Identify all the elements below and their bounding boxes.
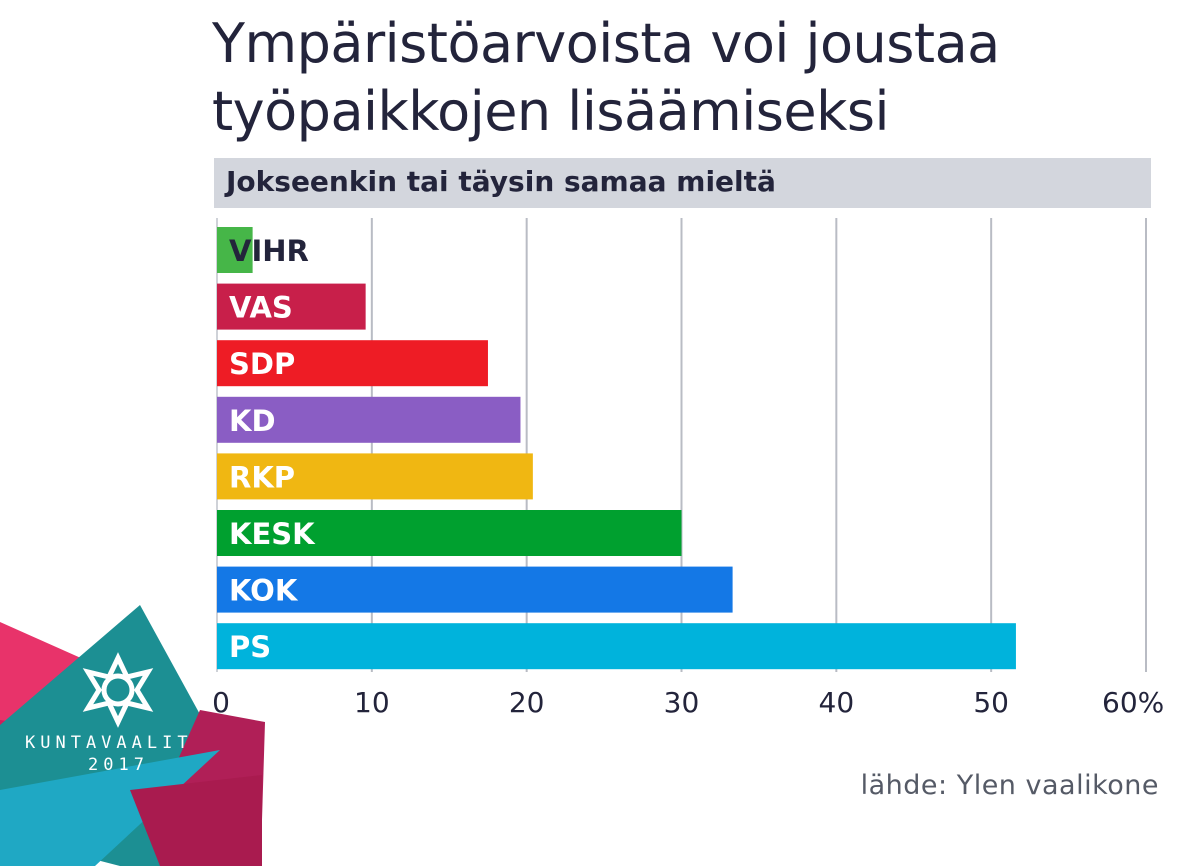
bar-label-kok: KOK: [229, 574, 299, 608]
bar-kok: [217, 566, 733, 613]
bar-sdp: [217, 340, 488, 387]
bar-label-vas: VAS: [229, 291, 293, 325]
bar-label-kesk: KESK: [229, 517, 316, 551]
logo-text-kuntavaalit: KUNTAVAALIT: [25, 733, 193, 753]
bar-vihr: [217, 227, 253, 273]
chart-title: Ympäristöarvoista voi joustaa työpaikkoj…: [212, 12, 1000, 143]
tick-label-0: 0: [212, 686, 230, 719]
x-axis-ticks: 0 10 20 30 40 50 60%: [212, 686, 1164, 719]
bar-label-sdp: SDP: [229, 347, 295, 381]
bar-label-vihr: VIHR: [229, 234, 309, 268]
chart-subtitle: Jokseenkin tai täysin samaa mieltä: [226, 165, 776, 198]
bar-kd: [217, 396, 521, 443]
bar-vas: [217, 283, 366, 330]
logo-text-year: 2017: [88, 755, 149, 775]
bar-rkp: [217, 453, 533, 500]
bar-label-rkp: RKP: [229, 460, 295, 494]
subtitle-bar: Jokseenkin tai täysin samaa mieltä: [214, 158, 1151, 208]
tick-label-20: 20: [509, 686, 545, 719]
bar-label-ps: PS: [229, 630, 271, 664]
bar-kesk: [217, 510, 682, 556]
bar-label-kd: KD: [229, 404, 276, 438]
kuntavaalit-star-logo: KUNTAVAALIT 2017: [0, 605, 265, 866]
tick-label-50: 50: [973, 686, 1009, 719]
tick-label-40: 40: [819, 686, 855, 719]
bars: VIHR VAS SDP KD RKP KESK KOK PS: [217, 227, 1016, 670]
tick-label-30: 30: [664, 686, 700, 719]
tick-label-60: 60%: [1102, 686, 1164, 719]
source-note: lähde: Ylen vaalikone: [860, 770, 1159, 801]
bar-ps: [217, 623, 1016, 670]
tick-label-10: 10: [354, 686, 390, 719]
